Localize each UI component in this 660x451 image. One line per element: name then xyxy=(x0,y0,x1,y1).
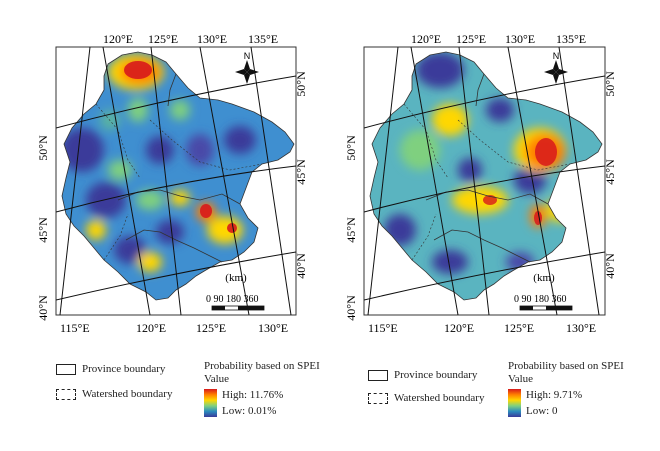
right-legend: Province boundary Watershed boundary Pro… xyxy=(368,360,628,430)
right-watershed-swatch xyxy=(368,393,388,404)
right-scale-unit: (km) xyxy=(533,272,555,284)
left-right-label-0: 50°N xyxy=(294,71,308,97)
right-watershed-boundaries xyxy=(403,103,571,261)
left-left-label-1: 45°N xyxy=(36,217,50,243)
left-scale-unit: (km) xyxy=(225,272,247,284)
left-left-label-2: 40°N xyxy=(36,295,50,321)
right-scale-ticks: 0 90 180 360 xyxy=(514,294,567,305)
left-scale-bar: (km) 0 90 180 360 xyxy=(206,272,265,311)
right-compass-label: N xyxy=(553,51,560,61)
right-axis-labels: 120°E 125°E 130°E 135°E 115°E 120°E 125°… xyxy=(344,32,617,335)
right-right-label-2: 40°N xyxy=(603,253,617,279)
right-top-label-2: 130°E xyxy=(505,32,535,46)
left-color-ramp xyxy=(204,389,217,417)
right-legend-title: Probability based on SPEI xyxy=(508,360,624,372)
right-left-label-2: 40°N xyxy=(344,295,358,321)
right-right-label-0: 50°N xyxy=(603,71,617,97)
right-watershed-label: Watershed boundary xyxy=(394,392,485,404)
right-bottom-label-1: 120°E xyxy=(444,321,474,335)
right-bottom-label-0: 115°E xyxy=(368,321,398,335)
right-scale-bar: (km) 0 90 180 360 xyxy=(514,272,573,311)
left-province-swatch xyxy=(56,364,76,375)
left-watershed-label: Watershed boundary xyxy=(82,388,173,400)
left-legend: Province boundary Watershed boundary Pro… xyxy=(56,360,320,430)
left-bottom-label-0: 115°E xyxy=(60,321,90,335)
left-top-label-3: 135°E xyxy=(248,32,278,46)
right-legend-value: Value xyxy=(508,373,534,385)
right-top-label-1: 125°E xyxy=(456,32,486,46)
right-bottom-label-3: 130°E xyxy=(566,321,596,335)
left-legend-high: High: 11.76% xyxy=(222,389,284,401)
left-map: N (km) 0 90 180 360 120°E 125°E 130°E 13… xyxy=(36,32,308,335)
left-legend-title: Probability based on SPEI xyxy=(204,360,320,372)
left-top-label-1: 125°E xyxy=(148,32,178,46)
left-scale-ticks: 0 90 180 360 xyxy=(206,294,259,305)
right-province-label: Province boundary xyxy=(394,369,478,381)
left-bottom-label-2: 125°E xyxy=(196,321,226,335)
left-compass-icon: N xyxy=(235,51,259,84)
right-province-boundaries xyxy=(369,51,603,301)
right-bottom-label-2: 125°E xyxy=(504,321,534,335)
right-legend-high: High: 9.71% xyxy=(526,389,583,401)
right-top-label-0: 120°E xyxy=(411,32,441,46)
right-graticule xyxy=(364,47,605,315)
left-top-label-2: 130°E xyxy=(197,32,227,46)
left-compass-label: N xyxy=(244,51,251,61)
right-right-label-1: 45°N xyxy=(603,159,617,185)
right-left-label-1: 45°N xyxy=(344,217,358,243)
left-bottom-label-3: 130°E xyxy=(258,321,288,335)
right-map: N (km) 0 90 180 360 120°E 125°E 130°E 13… xyxy=(344,32,617,335)
left-right-label-1: 45°N xyxy=(294,159,308,185)
left-right-label-2: 40°N xyxy=(294,253,308,279)
right-color-ramp xyxy=(508,389,521,417)
left-axis-labels: 120°E 125°E 130°E 135°E 115°E 120°E 125°… xyxy=(36,32,308,335)
left-top-label-0: 120°E xyxy=(103,32,133,46)
right-province-swatch xyxy=(368,370,388,381)
left-bottom-label-1: 120°E xyxy=(136,321,166,335)
left-graticule xyxy=(56,47,296,315)
right-compass-icon: N xyxy=(544,51,568,84)
left-watershed-swatch xyxy=(56,389,76,400)
left-left-label-0: 50°N xyxy=(36,135,50,161)
left-province-label: Province boundary xyxy=(82,363,166,375)
left-legend-low: Low: 0.01% xyxy=(222,405,277,417)
right-top-label-3: 135°E xyxy=(556,32,586,46)
left-legend-value: Value xyxy=(204,373,230,385)
left-watershed-boundaries xyxy=(95,103,263,261)
right-left-label-0: 50°N xyxy=(344,135,358,161)
right-legend-low: Low: 0 xyxy=(526,405,558,417)
